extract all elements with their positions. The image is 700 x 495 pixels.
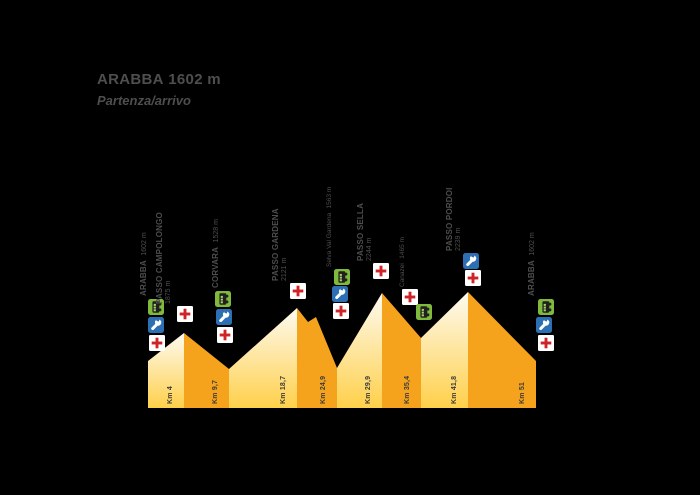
climb-face-gardena — [229, 308, 297, 408]
station-altitude: 1465 m — [399, 237, 406, 259]
station-name: Canazei — [399, 263, 406, 287]
station-label: Selva Val Gardena 1563 m — [322, 187, 334, 267]
km-label-text: Km 24,9 — [320, 375, 327, 404]
station-name: CORVARA — [211, 246, 220, 288]
mechanic-wrench-icon — [536, 317, 552, 333]
km-label-text: Km 51 — [519, 381, 526, 404]
shuttle-bus-icon — [334, 269, 350, 285]
station-label: ARABBA 1602 m — [525, 232, 537, 296]
shuttle-bus-icon — [148, 299, 164, 315]
shuttle-bus-icon — [215, 291, 231, 307]
descent-face-pordoi-arabba — [468, 292, 536, 408]
station-label: PASSO GARDENA 2121 m — [271, 208, 289, 281]
first-aid-cross-icon — [333, 303, 349, 319]
mechanic-wrench-icon — [148, 317, 164, 333]
station-name: ARABBA — [139, 260, 148, 296]
climb-face-campolongo — [148, 333, 184, 408]
descent-face-campolongo-corvara — [184, 333, 229, 408]
station-altitude: 1875 m — [165, 280, 172, 304]
mechanic-wrench-icon — [463, 253, 479, 269]
station-label: PASSO CAMPOLONGO 1875 m — [155, 212, 173, 304]
mechanic-wrench-icon — [332, 286, 348, 302]
first-aid-cross-icon — [177, 306, 193, 322]
station-altitude: 2244 m — [366, 237, 373, 261]
station-label: PASSO PORDOI 2239 m — [445, 187, 463, 251]
first-aid-cross-icon — [290, 283, 306, 299]
station-label: PASSO SELLA 2244 m — [356, 203, 374, 261]
first-aid-cross-icon — [373, 263, 389, 279]
km-label-text: Km 9,7 — [212, 379, 219, 404]
descent-face-sella-canazei — [382, 293, 421, 408]
first-aid-cross-icon — [149, 335, 165, 351]
first-aid-cross-icon — [538, 335, 554, 351]
station-altitude: 2239 m — [455, 227, 462, 251]
station-altitude: 2121 m — [281, 257, 288, 281]
shuttle-bus-icon — [416, 304, 432, 320]
station-name: ARABBA — [527, 260, 536, 296]
first-aid-cross-icon — [465, 270, 481, 286]
km-label-text: Km 4 — [167, 386, 174, 404]
title-subtitle: Partenza/arrivo — [97, 93, 191, 108]
station-label: CORVARA 1528 m — [209, 219, 221, 288]
station-altitude: 1602 m — [141, 232, 148, 256]
station-name: PASSO PORDOI — [445, 187, 454, 251]
shuttle-bus-icon — [538, 299, 554, 315]
climb-face-sella — [337, 293, 382, 408]
km-label-text: Km 35,4 — [404, 375, 411, 404]
station-altitude: 1563 m — [326, 186, 333, 209]
station-label: ARABBA 1602 m — [137, 232, 149, 296]
km-label-text: Km 41,8 — [451, 375, 458, 404]
descent-face-gardena-selva — [297, 308, 337, 408]
first-aid-cross-icon — [402, 289, 418, 305]
title-block: ARABBA 1602 m Partenza/arrivo — [97, 71, 221, 108]
station-label: Canazei 1465 m — [395, 237, 407, 287]
station-altitude: 1528 m — [213, 219, 220, 243]
station-altitude: 1602 m — [529, 232, 536, 256]
station-name: PASSO CAMPOLONGO — [155, 212, 164, 304]
title-name: ARABBA — [97, 71, 164, 88]
climb-face-pordoi — [421, 292, 468, 408]
title-altitude: 1602 m — [168, 71, 221, 88]
station-name: Selva Val Gardena — [326, 212, 333, 267]
page-title: ARABBA 1602 m — [97, 71, 221, 88]
station-name: PASSO SELLA — [356, 202, 365, 261]
first-aid-cross-icon — [217, 327, 233, 343]
km-label-text: Km 18,7 — [280, 375, 287, 404]
km-label-text: Km 29,9 — [365, 375, 372, 404]
station-name: PASSO GARDENA — [271, 208, 280, 281]
mechanic-wrench-icon — [216, 309, 232, 325]
